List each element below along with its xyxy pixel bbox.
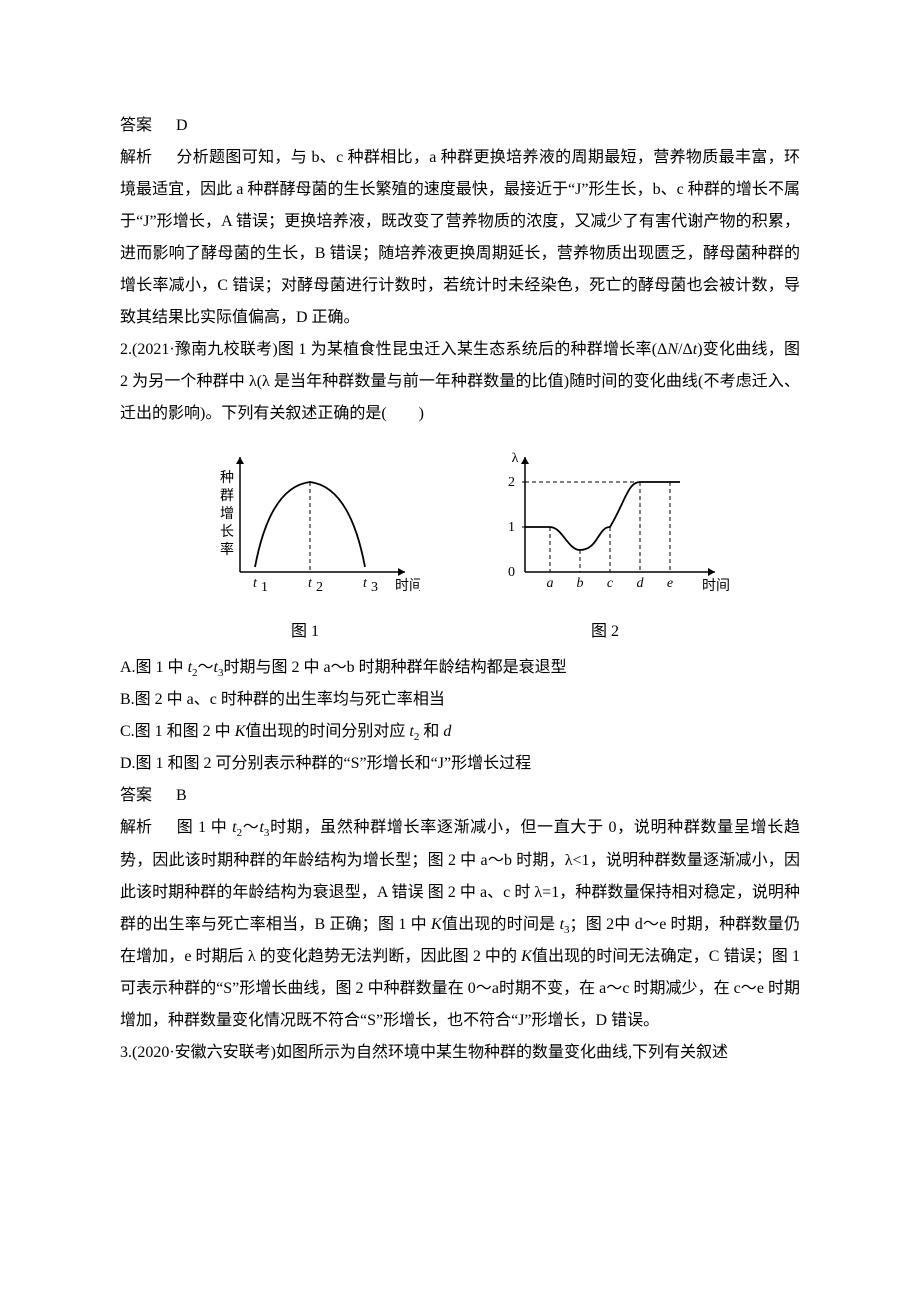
fig1-ylabel-5: 率 (220, 541, 234, 558)
q2-ana-d: 值出现的时间是 (442, 916, 560, 933)
optC-d: d (443, 723, 451, 740)
fig1-ylabel-4: 长 (220, 524, 234, 540)
q2-ana-K2: K (521, 948, 532, 965)
q2-stem-prefix: 2.(2021·豫南九校联考)图 1 为某植食性昆虫迁入某生态系统后的种群增长率… (120, 341, 667, 358)
q2-stem-N: N (667, 341, 678, 358)
fig2-ylabel: λ (512, 451, 519, 466)
svg-text:t: t (308, 576, 313, 591)
figures-row: t1 t2 t3 时间 种 群 增 长 率 图 1 (120, 442, 800, 648)
q2-analysis: 解析图 1 中 t2～t3时期，虽然种群增长率逐渐减小，但一直大于 0，说明种群… (120, 812, 800, 1036)
fig1-xlabel: 时间 (395, 578, 420, 594)
q2-ana-b: ～ (242, 819, 259, 836)
figure-2-caption: 图 2 (480, 616, 730, 648)
figure-1-svg: t1 t2 t3 时间 种 群 增 长 率 (190, 442, 420, 602)
q2-ana-K1: K (431, 916, 442, 933)
svg-text:t: t (363, 576, 368, 591)
answer-label: 答案 (120, 110, 152, 142)
fig2-xtick-e: e (667, 576, 673, 591)
optC-pre: C.图 1 和图 2 中 (120, 723, 235, 740)
svg-text:t: t (253, 576, 258, 591)
fig2-ytick-2: 2 (508, 475, 515, 490)
q2-stem: 2.(2021·豫南九校联考)图 1 为某植食性昆虫迁入某生态系统后的种群增长率… (120, 334, 800, 430)
analysis-label: 解析 (120, 142, 152, 174)
fig2-xlabel: 时间 (702, 578, 730, 594)
fig2-xtick-c: c (607, 576, 614, 591)
q1-answer-line: 答案 D (120, 110, 800, 142)
optC-mid: 值出现的时间分别对应 (245, 723, 409, 740)
fig1-ylabel-3: 增 (220, 506, 234, 522)
svg-text:3: 3 (371, 580, 378, 595)
fig2-xtick-d: d (637, 576, 645, 591)
optA-pre: A.图 1 中 (120, 659, 188, 676)
q1-analysis-text: 分析题图可知，与 b、c 种群相比，a 种群更换培养液的周期最短，营养物质最丰富… (120, 149, 800, 326)
svg-text:2: 2 (316, 580, 323, 595)
figure-1-caption: 图 1 (190, 616, 420, 648)
optA-post: 时期与图 2 中 a～b 时期种群年龄结构都是衰退型 (223, 659, 566, 676)
fig2-ytick-1: 1 (508, 520, 515, 535)
q2-option-B: B.图 2 中 a、c 时种群的出生率均与死亡率相当 (120, 684, 800, 716)
fig2-xtick-a: a (547, 576, 554, 591)
analysis-label: 解析 (120, 812, 152, 844)
fig1-ylabel-2: 群 (220, 488, 234, 504)
q2-option-C: C.图 1 和图 2 中 K值出现的时间分别对应 t2 和 d (120, 716, 800, 748)
q2-option-A: A.图 1 中 t2～t3时期与图 2 中 a～b 时期种群年龄结构都是衰退型 (120, 652, 800, 684)
q2-stem-slash: /Δ (678, 341, 693, 358)
figure-2-svg: 0 1 2 λ a b c d e 时间 (480, 442, 730, 602)
figure-2-wrap: 0 1 2 λ a b c d e 时间 (480, 442, 730, 648)
fig1-ylabel-1: 种 (220, 470, 234, 486)
fig2-ytick-0: 0 (508, 565, 515, 580)
q2-ana-a: 图 1 中 (176, 819, 232, 836)
optA-mid: ～ (198, 659, 214, 676)
page-container: 答案D 解析分析题图可知，与 b、c 种群相比，a 种群更换培养液的周期最短，营… (0, 0, 920, 1129)
q2-option-D: D.图 1 和图 2 可分别表示种群的“S”形增长和“J”形增长过程 (120, 748, 800, 780)
q1-analysis: 解析分析题图可知，与 b、c 种群相比，a 种群更换培养液的周期最短，营养物质最… (120, 142, 800, 334)
optC-K: K (235, 723, 246, 740)
q1-answer-value: D (176, 117, 188, 134)
q3-stem: 3.(2020·安徽六安联考)如图所示为自然环境中某生物种群的数量变化曲线,下列… (120, 1037, 800, 1069)
fig2-xtick-b: b (577, 576, 584, 591)
q2-answer-value: B (176, 787, 187, 804)
figure-1-wrap: t1 t2 t3 时间 种 群 增 长 率 图 1 (190, 442, 420, 648)
answer-label: 答案 (120, 780, 152, 812)
q2-answer-line: 答案 B (120, 780, 800, 812)
svg-text:1: 1 (261, 580, 268, 595)
optC-and: 和 (419, 723, 443, 740)
